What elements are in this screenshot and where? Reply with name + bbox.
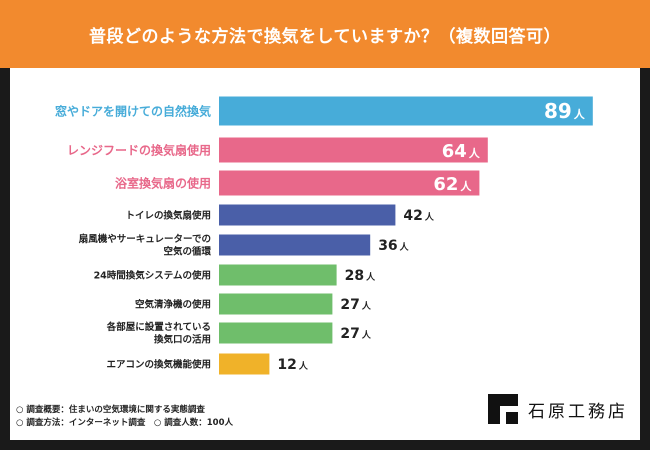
logo-mark-icon [488,394,518,424]
value-label-5: 36 人 [378,238,409,254]
category-label-1: 窓やドアを開けての自然換気 [55,103,211,118]
value-label-6: 28 人 [345,268,376,284]
category-label-3: 浴室換気扇の使用 [115,175,211,190]
value-label-9: 12 人 [277,357,308,373]
bar-7 [219,293,333,315]
category-label-2: レンジフードの換気扇使用 [67,142,211,157]
category-label-9: エアコンの換気機能使用 [106,358,211,370]
value-label-2: 64 人 [442,141,481,162]
survey-method-note: ○ 調査方法：インターネット調査 ○ 調査人数：100人 [16,418,233,428]
category-label-7: 空気清浄機の使用 [135,298,211,310]
bar-8 [219,322,333,344]
category-label-6: 24時間換気システムの使用 [94,269,211,281]
frame-left [0,68,10,450]
bar-1 [219,96,593,126]
company-logo: 石原工務店 [488,392,638,426]
bar-2 [219,137,488,163]
bar-6 [219,264,337,286]
category-label-8: 各部屋に設置されている換気口の活用 [106,321,211,346]
frame-right [640,68,650,450]
bar-3 [219,170,480,196]
chart-title: 普段どのような方法で換気をしていますか？（複数回答可） [0,0,650,68]
value-label-3: 62 人 [433,174,472,195]
bar-5 [219,234,371,256]
company-name: 石原工務店 [528,401,628,422]
value-label-8: 27 人 [340,326,371,342]
category-label-5: 扇風機やサーキュレーターでの空気の循環 [79,233,212,257]
value-label-1: 89 人 [544,99,586,123]
category-label-4: トイレの換気扇使用 [125,209,211,221]
survey-overview-note: ○ 調査概要：住まいの空気環境に関する実態調査 [16,405,205,415]
value-label-4: 42 人 [403,208,434,224]
frame-bottom [0,440,650,450]
bar-9 [219,353,270,375]
value-label-7: 27 人 [340,297,371,313]
bar-4 [219,204,396,226]
